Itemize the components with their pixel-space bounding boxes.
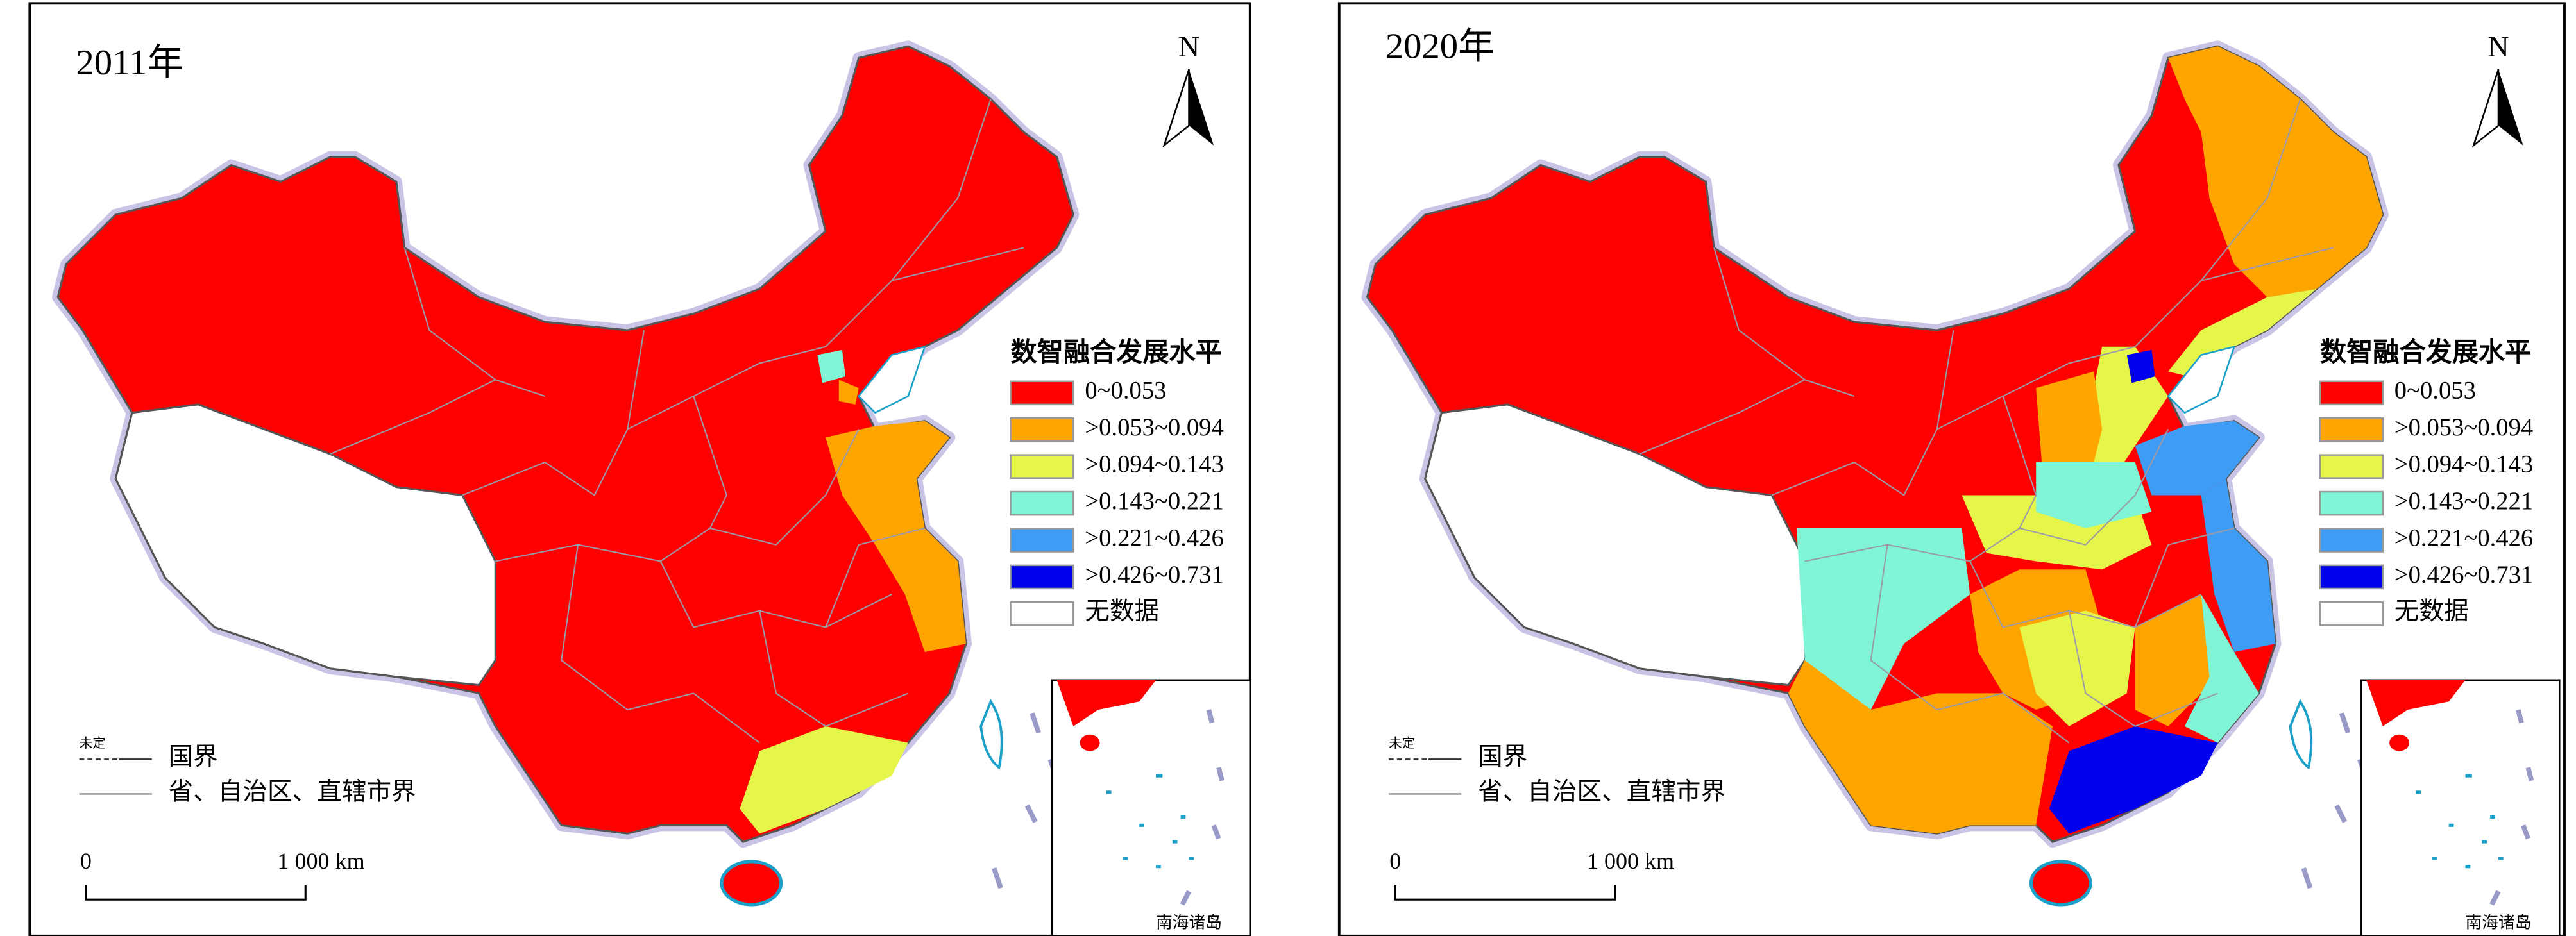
scale-bar: [85, 885, 307, 901]
provincial-boundary-label: 省、自治区、直辖市界: [1478, 778, 1725, 805]
inset-label: 南海诸岛: [1156, 914, 1222, 932]
provincial-boundary-label: 省、自治区、直辖市界: [169, 778, 416, 805]
legend-label: >0.143~0.221: [1085, 488, 1223, 515]
legend-swatch: [1010, 528, 1074, 553]
legend-swatch: [2319, 564, 2384, 590]
legend-swatch: [1010, 490, 1074, 516]
undetermined-label: 未定: [80, 736, 106, 751]
national-boundary-label: 国界: [1478, 744, 1527, 771]
legend-label: 0~0.053: [1085, 378, 1166, 405]
legend-swatch: [1010, 601, 1074, 626]
national-boundary-label: 国界: [169, 744, 218, 771]
legend-label: >0.053~0.094: [2394, 414, 2533, 441]
legend-label: >0.426~0.731: [1085, 562, 1223, 589]
legend-label: >0.053~0.094: [1085, 414, 1223, 441]
legend-swatch: [2319, 454, 2384, 479]
scale-end-label: 1 000 km: [1587, 848, 1674, 874]
legend-label: 无数据: [1085, 598, 1159, 625]
legend-label: >0.094~0.143: [1085, 451, 1223, 478]
north-arrow: [1162, 69, 1190, 148]
legend-label: 0~0.053: [2394, 378, 2476, 405]
north-label: N: [2487, 31, 2509, 63]
legend-swatch: [2319, 490, 2384, 516]
panel-annotations: 2011年 N 数智融合发展水平 0~0.053 >0.053~0.094 >0.094~…: [76, 31, 1223, 932]
legend-swatch: [2319, 380, 2384, 406]
panel-title: 2011年: [76, 43, 183, 83]
scale-end-label: 1 000 km: [277, 848, 364, 874]
scale-start-label: 0: [80, 848, 92, 874]
panel-title: 2020年: [1385, 26, 1495, 66]
legend-swatch: [1010, 564, 1074, 590]
legend-title: 数智融合发展水平: [1011, 337, 1222, 367]
legend-label: >0.426~0.731: [2394, 562, 2533, 589]
legend-label: >0.221~0.426: [1085, 524, 1223, 551]
north-arrow: [2471, 69, 2500, 148]
map-panel-2011: [58, 46, 1250, 936]
scale-start-label: 0: [1389, 848, 1401, 874]
legend-swatch: [1010, 454, 1074, 479]
map-panel-2020: [1368, 46, 2560, 936]
north-label: N: [1178, 31, 1199, 63]
undetermined-label: 未定: [1389, 736, 1415, 751]
legend-label: >0.094~0.143: [2394, 451, 2533, 478]
legend-swatch: [1010, 380, 1074, 406]
legend-label: >0.143~0.221: [2394, 488, 2533, 515]
inset-label: 南海诸岛: [2466, 914, 2532, 932]
legend-swatch: [2319, 601, 2384, 626]
legend-swatch: [2319, 528, 2384, 553]
legend-label: 无数据: [2394, 598, 2469, 625]
legend-swatch: [2319, 417, 2384, 442]
legend-label: >0.221~0.426: [2394, 524, 2533, 551]
scale-bar: [1394, 885, 1616, 901]
legend-title: 数智融合发展水平: [2320, 337, 2531, 367]
legend-swatch: [1010, 417, 1074, 442]
